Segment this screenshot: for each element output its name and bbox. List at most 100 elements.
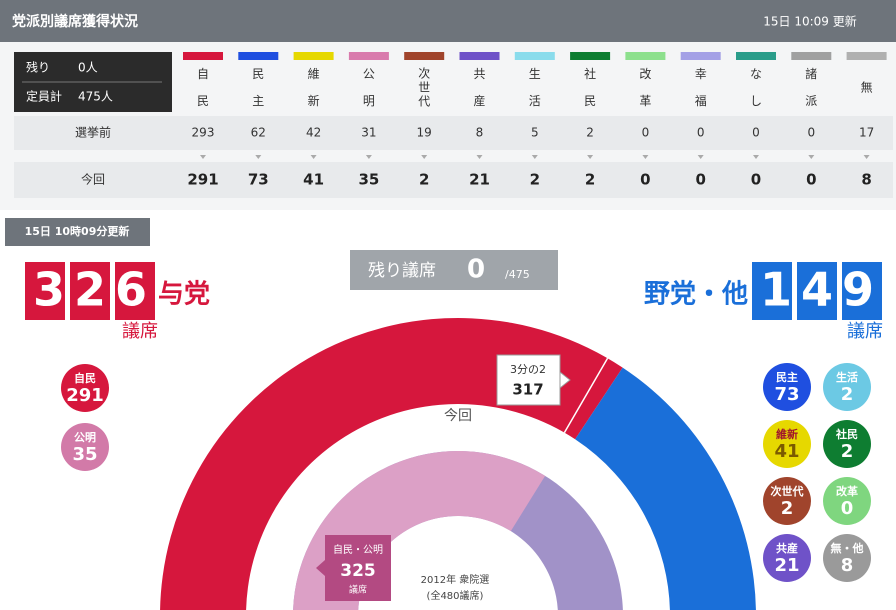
before-value: 2 [586,126,594,140]
bubble-value: 73 [774,384,799,405]
bubble-name: 共産 [776,541,798,555]
bubble-value: 21 [774,555,799,576]
arrow [531,155,538,159]
party-name: 共 [473,67,485,81]
arrow [310,155,317,159]
party-name: 主 [252,94,264,108]
seat-number: 326 [33,263,147,317]
callout-pointer [559,370,571,390]
prev-election: 2012年 衆院選 [421,573,490,586]
total-value: 475人 [78,90,113,104]
before-value: 19 [417,126,432,140]
party-bubble [763,363,811,411]
bubble-name: 社民 [835,427,858,441]
updated: 15日 10:09 更新 [763,14,856,29]
row-before-bg [14,116,893,150]
total-label: 定員計 [26,89,62,104]
digit-box [797,262,837,320]
arrow [863,155,870,159]
two-thirds-line [563,357,609,434]
party-bubble [763,420,811,468]
callout-value: 317 [512,381,543,399]
party-name: 世 [418,81,430,95]
seat-unit: 議席 [847,321,883,342]
before-value: 62 [251,126,266,140]
prev-label: 自民・公明 [333,543,383,556]
bubble-value: 8 [841,555,854,576]
party-name: 革 [639,94,651,108]
now-value: 8 [861,171,871,189]
bubble-name: 次世代 [771,484,804,498]
party-bubble [61,364,109,412]
party-color [404,52,445,60]
party-color [791,52,832,60]
arrow [587,155,594,159]
party-bubble [763,477,811,525]
party-name: 派 [805,94,817,108]
now-value: 2 [530,171,540,189]
digit-box [842,262,882,320]
before-value: 0 [642,126,650,140]
before-value: 0 [752,126,760,140]
now-value: 291 [187,171,218,189]
party-bubble [823,420,871,468]
party-name: 活 [529,94,541,108]
party-name: 公 [363,67,375,81]
prev-unit: 議席 [349,584,367,596]
bubble-name: 改革 [836,484,858,498]
party-name: 次 [418,67,430,81]
arrow [753,155,759,159]
digit-box [25,262,65,320]
party-name: 福 [695,93,707,108]
party-color [183,52,223,60]
party-color [514,52,555,60]
bubble-value: 291 [66,385,104,406]
party-color [625,52,666,60]
party-color [570,52,611,60]
arrow [200,155,206,159]
bubble-name: 自民 [74,371,96,385]
remaining-total: /475 [505,268,530,281]
before-value: 8 [476,126,484,140]
arrow [808,155,815,159]
remaining-value: 0 [467,255,485,285]
party-name: 社 [584,66,596,81]
prev-value: 325 [340,561,376,581]
bubble-value: 2 [841,441,854,462]
party-name: 維 [308,67,320,81]
party-name: 幸 [695,67,707,81]
party-bubble [763,534,811,582]
arrow [642,155,649,159]
prev-pointer [316,560,325,576]
bubble-name: 民主 [776,370,798,384]
update-badge-text: 15日 10時09分更新 [25,224,130,238]
digit-box [70,262,110,320]
party-name: 代 [418,95,430,109]
opposition-arc [575,367,756,610]
bubble-name: 公明 [74,431,96,444]
remaining-value: 0人 [78,61,98,75]
party-name: な [750,67,762,81]
before-value: 42 [306,126,321,140]
bubble-name: 維新 [776,427,798,441]
now-value: 2 [585,171,595,189]
arrow [476,155,483,159]
before-value: 293 [192,126,215,140]
bubble-value: 0 [841,498,854,519]
bubble-name: 生活 [836,370,858,384]
party-bubble [61,423,109,471]
bubble-name: 無・他 [831,541,864,555]
callout-box [496,354,561,406]
row-label: 選挙前 [75,125,111,140]
bubble-value: 2 [841,384,854,405]
party-name: 無 [861,80,873,95]
callout-label: 3分の2 [510,363,546,376]
party-name: 生 [529,67,541,81]
remaining-label: 残り議席 [368,261,436,281]
now-value: 2 [419,171,429,189]
party-color [846,52,887,60]
party-name: 改 [639,67,651,81]
digit-box [752,262,792,320]
now-value: 0 [751,171,761,189]
